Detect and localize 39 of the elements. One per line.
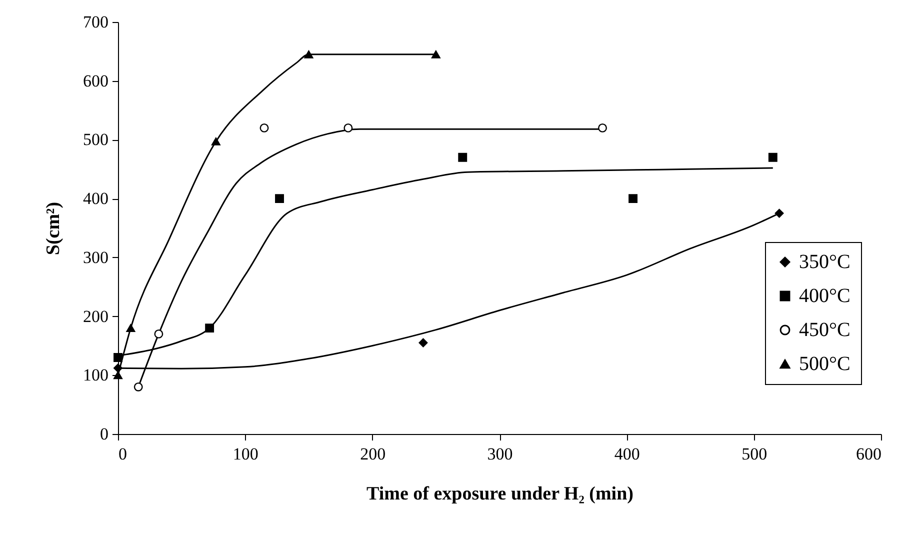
x-tick-label: 300	[487, 444, 513, 464]
y-tick-label: 100	[83, 366, 108, 385]
y-tick-label: 300	[83, 248, 108, 267]
point	[431, 50, 440, 58]
legend-label: 400°C	[799, 285, 850, 307]
point	[260, 123, 269, 132]
y-tick-label: 500	[83, 130, 108, 150]
point	[211, 138, 220, 146]
legend-label: 450°C	[799, 319, 850, 341]
x-tick-label: 600	[856, 444, 882, 464]
point	[154, 329, 164, 338]
point	[344, 123, 353, 132]
point	[458, 152, 468, 162]
point	[418, 338, 428, 348]
point	[628, 194, 638, 204]
point	[126, 324, 136, 332]
legend-label: 350°C	[799, 251, 850, 273]
point	[114, 364, 122, 373]
y-tick-label: 200	[83, 306, 108, 326]
y-axis-title: S(cm²)	[43, 202, 64, 256]
point	[768, 152, 778, 162]
point	[774, 208, 784, 218]
legend-label: 500°C	[799, 353, 850, 375]
x-tick-label: 500	[742, 444, 768, 464]
y-tick-label: 700	[83, 12, 108, 32]
point	[114, 353, 122, 362]
y-tick-label: 400	[83, 189, 108, 208]
x-tick-label: 200	[360, 444, 386, 464]
x-tick-label: 400	[614, 444, 640, 464]
y-tick-label: 0	[100, 424, 108, 444]
x-axis-title: Time of exposure under H₂ (min)	[366, 484, 634, 504]
y-tick-label: 600	[83, 71, 108, 90]
point	[598, 123, 607, 132]
x-tick-label: 100	[232, 444, 258, 464]
point	[275, 194, 284, 204]
point	[134, 382, 143, 392]
point	[205, 324, 214, 333]
point	[304, 50, 314, 58]
x-tick-label: 0	[118, 444, 127, 464]
